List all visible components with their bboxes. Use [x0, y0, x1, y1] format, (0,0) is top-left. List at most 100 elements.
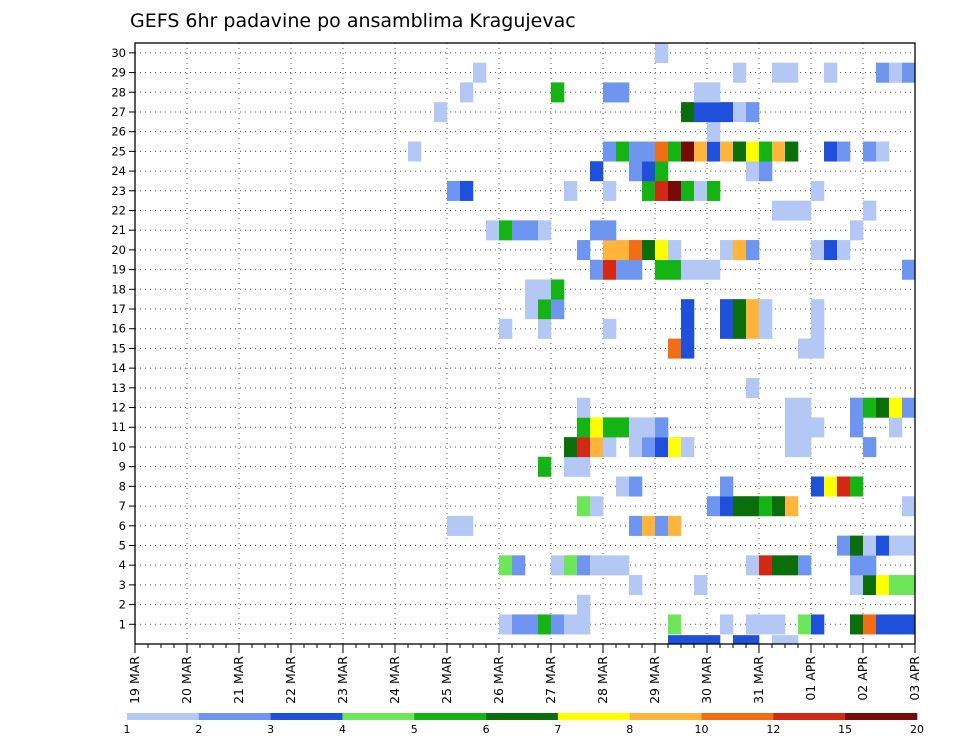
data-cell — [642, 240, 656, 261]
data-cell — [681, 437, 695, 458]
data-cell — [629, 515, 643, 536]
data-cell — [798, 338, 812, 359]
data-cell — [603, 555, 617, 576]
data-cell — [512, 614, 526, 635]
legend-tick-label: 2 — [195, 723, 202, 736]
y-tick-label: 21 — [111, 223, 126, 237]
data-cell — [577, 240, 591, 261]
data-cell — [707, 82, 721, 103]
data-cell — [681, 141, 695, 162]
data-cell — [811, 614, 825, 635]
data-cell — [876, 575, 890, 596]
data-cell — [707, 121, 721, 142]
data-cell — [798, 555, 812, 576]
y-tick-label: 9 — [119, 460, 126, 474]
data-cell — [538, 456, 552, 477]
grid — [135, 43, 915, 644]
data-cell — [746, 496, 760, 517]
data-cell — [616, 555, 630, 576]
data-cell — [551, 555, 565, 576]
x-axis: 19 MAR 20 MAR 21 MAR 22 MAR 23 MAR 24 MAR 25 M… — [127, 644, 922, 704]
data-cell — [603, 82, 617, 103]
data-cell — [733, 62, 747, 83]
data-cell — [642, 141, 656, 162]
legend-swatch — [342, 713, 415, 720]
x-tick-label: 31 MAR — [751, 656, 766, 704]
legend-tick-label: 4 — [339, 723, 346, 736]
data-cell — [590, 437, 604, 458]
data-cell — [642, 515, 656, 536]
data-cell — [772, 62, 786, 83]
data-cell — [616, 141, 630, 162]
legend-swatch — [486, 713, 559, 720]
data-cell — [603, 220, 617, 241]
data-cell — [720, 476, 734, 497]
data-cell — [642, 180, 656, 201]
data-cell — [681, 259, 695, 280]
legend-tick-label: 10 — [695, 723, 709, 736]
data-cell — [681, 180, 695, 201]
legend-tick-label: 1 — [124, 723, 131, 736]
data-cell — [525, 299, 539, 320]
data-cell — [603, 180, 617, 201]
legend-tick-label: 8 — [626, 723, 633, 736]
data-cell — [681, 338, 695, 359]
data-cell — [655, 141, 669, 162]
data-cell — [837, 141, 851, 162]
data-cell — [876, 62, 890, 83]
data-cell — [616, 476, 630, 497]
data-cell — [811, 338, 825, 359]
data-cell — [473, 62, 487, 83]
data-cell — [824, 240, 838, 261]
data-cell — [811, 318, 825, 339]
data-cell — [772, 614, 786, 635]
data-cell — [707, 259, 721, 280]
data-cell — [902, 614, 916, 635]
data-cell — [668, 180, 682, 201]
data-cell — [668, 515, 682, 536]
data-cell — [785, 397, 799, 418]
data-cell — [629, 259, 643, 280]
data-cell — [629, 575, 643, 596]
x-tick-label: 27 MAR — [543, 656, 558, 704]
data-cell — [850, 476, 864, 497]
legend-swatch — [198, 713, 271, 720]
data-cell — [590, 161, 604, 182]
data-cell — [785, 635, 799, 644]
data-cell — [538, 299, 552, 320]
data-cell — [408, 141, 422, 162]
data-cell — [733, 635, 747, 644]
y-tick-label: 14 — [111, 361, 126, 375]
data-cell — [889, 575, 903, 596]
data-cell — [590, 555, 604, 576]
data-cell — [590, 220, 604, 241]
y-tick-label: 19 — [111, 263, 126, 277]
data-cell — [850, 535, 864, 556]
y-tick-label: 5 — [119, 538, 126, 552]
data-cell — [642, 437, 656, 458]
data-cell — [629, 476, 643, 497]
data-cell — [746, 161, 760, 182]
data-cell — [590, 259, 604, 280]
data-cell — [720, 614, 734, 635]
data-cell — [759, 299, 773, 320]
data-cell — [733, 496, 747, 517]
data-cell — [772, 496, 786, 517]
data-cell — [785, 496, 799, 517]
data-cell — [746, 614, 760, 635]
data-cell — [564, 555, 578, 576]
data-cell — [720, 102, 734, 123]
y-tick-label: 3 — [119, 578, 126, 592]
y-tick-label: 28 — [111, 85, 126, 99]
data-cell — [551, 614, 565, 635]
data-cell — [603, 417, 617, 438]
data-cell — [512, 555, 526, 576]
data-cell — [772, 200, 786, 221]
data-cell — [902, 535, 916, 556]
data-cell — [681, 318, 695, 339]
data-cell — [746, 377, 760, 398]
data-cell — [746, 240, 760, 261]
legend-swatch — [127, 713, 200, 720]
data-cell — [694, 141, 708, 162]
data-cell — [629, 161, 643, 182]
